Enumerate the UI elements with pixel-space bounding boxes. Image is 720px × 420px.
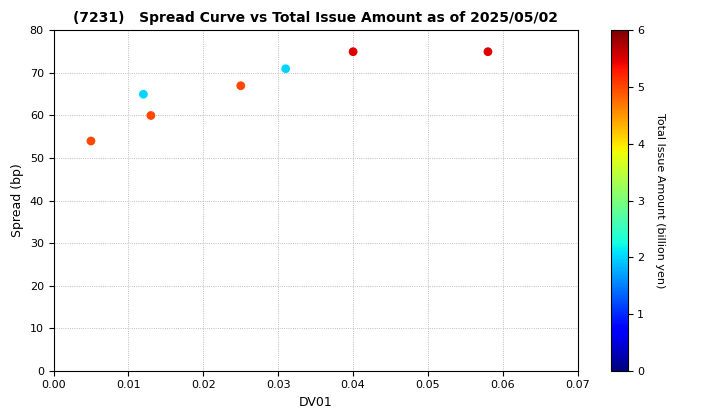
X-axis label: DV01: DV01 <box>299 396 333 409</box>
Point <box>347 48 359 55</box>
Point <box>280 66 292 72</box>
Y-axis label: Spread (bp): Spread (bp) <box>11 164 24 237</box>
Title: (7231)   Spread Curve vs Total Issue Amount as of 2025/05/02: (7231) Spread Curve vs Total Issue Amoun… <box>73 11 558 25</box>
Point <box>85 138 96 144</box>
Point <box>138 91 149 97</box>
Y-axis label: Total Issue Amount (billion yen): Total Issue Amount (billion yen) <box>655 113 665 288</box>
Point <box>235 82 246 89</box>
Point <box>482 48 494 55</box>
Point <box>145 112 157 119</box>
